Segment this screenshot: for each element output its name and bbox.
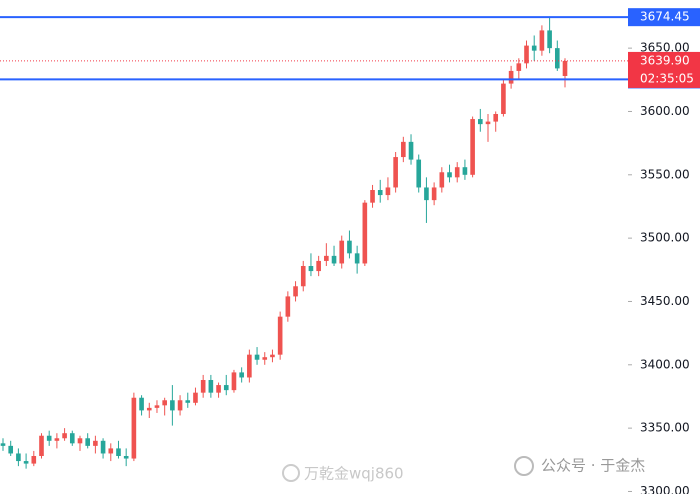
countdown: 02:35:05	[640, 71, 694, 85]
candle-body	[39, 435, 44, 456]
candle-body	[54, 438, 60, 441]
candle-body	[31, 456, 37, 464]
candle-body	[347, 240, 352, 254]
candle-body	[123, 456, 129, 459]
candle-body	[447, 172, 452, 178]
candle-body	[393, 157, 398, 188]
candle-body	[370, 190, 375, 203]
candle-body	[354, 253, 360, 264]
candle-body	[539, 30, 545, 51]
candle-body	[270, 354, 275, 358]
candle-body	[554, 48, 560, 69]
candle-body	[108, 448, 114, 454]
candle-body	[16, 453, 21, 462]
y-tick-label: 3600.00	[640, 104, 690, 118]
candle-body	[293, 286, 298, 297]
candle-body	[223, 385, 229, 391]
candle-body	[285, 296, 291, 317]
candle-body	[23, 461, 29, 464]
candle-body	[146, 407, 152, 411]
candle-body	[493, 114, 499, 122]
current-price-label: 3639.90	[640, 53, 690, 67]
watermark: 万乾金wqj860	[304, 465, 404, 483]
candle-body	[470, 119, 475, 175]
plot	[0, 16, 628, 469]
candle-body	[524, 45, 529, 64]
price-label: 3674.45	[640, 10, 690, 24]
watermark: 公众号 · 于金杰	[541, 457, 645, 475]
candle-body	[331, 255, 337, 264]
candle-body	[93, 440, 98, 446]
candle-body	[193, 392, 198, 403]
candle-body	[46, 435, 52, 441]
candle-body	[131, 397, 137, 459]
watermark-icon	[282, 464, 300, 482]
candle-body	[485, 121, 491, 125]
candle-body	[439, 172, 445, 188]
candle-body	[385, 187, 391, 196]
current-price-bg	[628, 51, 700, 88]
candle-body	[254, 354, 260, 360]
candle-body	[416, 159, 422, 188]
candle-body	[247, 354, 252, 378]
candle-body	[100, 440, 106, 454]
candle-body	[562, 60, 568, 76]
candle-body	[277, 316, 283, 355]
candle-body	[262, 357, 268, 360]
candle-body	[116, 448, 121, 456]
y-tick-label: 3500.00	[640, 231, 690, 245]
candle-body	[200, 380, 206, 393]
candle-body	[454, 167, 460, 178]
candle-body	[162, 400, 167, 406]
candle-body	[339, 240, 345, 264]
watermark-icon	[514, 456, 534, 476]
candle-body	[531, 45, 537, 51]
candle-body	[316, 260, 321, 272]
candle-body	[408, 141, 414, 160]
candle-body	[508, 70, 514, 84]
candle-body	[77, 438, 83, 444]
candle-body	[69, 433, 75, 444]
candle-body	[501, 83, 506, 114]
candle-body	[377, 190, 383, 196]
candle-body	[0, 443, 6, 446]
candle-body	[8, 445, 14, 454]
candle-body	[547, 30, 552, 49]
price-axis: 3300.00 3350.00 3400.00 3450.00 3500.00 3550.…	[628, 8, 700, 494]
candle-body	[208, 380, 214, 393]
candle-body	[177, 400, 183, 411]
y-tick-label: 3650.00	[640, 41, 690, 55]
candle-body	[362, 202, 368, 264]
candle-body	[154, 405, 160, 408]
candle-body	[424, 187, 429, 201]
y-tick-label: 3450.00	[640, 294, 690, 308]
candle-body	[85, 438, 90, 446]
candle-body	[170, 400, 175, 411]
candle-body	[185, 400, 191, 403]
candle-body	[324, 255, 329, 261]
candle-body	[231, 372, 237, 391]
candle-body	[239, 372, 244, 378]
candle-body	[216, 385, 221, 393]
candle-body	[300, 266, 306, 287]
candle-body	[401, 141, 406, 158]
candle-body	[462, 167, 468, 175]
candle-body	[478, 119, 483, 125]
candle-body	[308, 266, 314, 272]
candle-body	[62, 433, 67, 439]
candle-body	[516, 63, 522, 71]
y-tick-label: 3300.00	[640, 484, 690, 494]
candle-body	[139, 397, 144, 411]
y-tick-label: 3350.00	[640, 421, 690, 435]
candle-body	[431, 187, 437, 201]
y-tick-label: 3550.00	[640, 167, 690, 181]
y-tick-label: 3400.00	[640, 357, 690, 371]
price-label-bg	[628, 8, 700, 27]
